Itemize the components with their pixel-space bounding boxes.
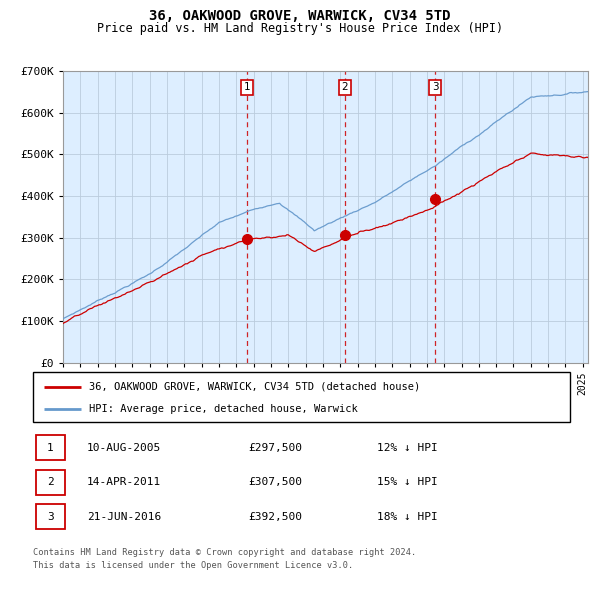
Text: 2: 2 [47,477,54,487]
Text: 3: 3 [47,512,54,522]
Text: 15% ↓ HPI: 15% ↓ HPI [377,477,437,487]
Text: 14-APR-2011: 14-APR-2011 [87,477,161,487]
Text: Price paid vs. HM Land Registry's House Price Index (HPI): Price paid vs. HM Land Registry's House … [97,22,503,35]
FancyBboxPatch shape [33,372,570,422]
Text: 18% ↓ HPI: 18% ↓ HPI [377,512,437,522]
FancyBboxPatch shape [35,470,65,495]
Text: 12% ↓ HPI: 12% ↓ HPI [377,443,437,453]
Text: £297,500: £297,500 [248,443,302,453]
Text: 1: 1 [47,443,54,453]
Text: Contains HM Land Registry data © Crown copyright and database right 2024.: Contains HM Land Registry data © Crown c… [33,548,416,556]
Text: 10-AUG-2005: 10-AUG-2005 [87,443,161,453]
Text: 21-JUN-2016: 21-JUN-2016 [87,512,161,522]
Text: 1: 1 [244,83,250,93]
Text: £307,500: £307,500 [248,477,302,487]
Text: This data is licensed under the Open Government Licence v3.0.: This data is licensed under the Open Gov… [33,560,353,569]
FancyBboxPatch shape [35,504,65,529]
FancyBboxPatch shape [35,435,65,460]
Text: 3: 3 [432,83,439,93]
Text: £392,500: £392,500 [248,512,302,522]
Text: 36, OAKWOOD GROVE, WARWICK, CV34 5TD: 36, OAKWOOD GROVE, WARWICK, CV34 5TD [149,9,451,23]
Text: HPI: Average price, detached house, Warwick: HPI: Average price, detached house, Warw… [89,404,358,414]
Text: 36, OAKWOOD GROVE, WARWICK, CV34 5TD (detached house): 36, OAKWOOD GROVE, WARWICK, CV34 5TD (de… [89,382,421,392]
Text: 2: 2 [342,83,349,93]
